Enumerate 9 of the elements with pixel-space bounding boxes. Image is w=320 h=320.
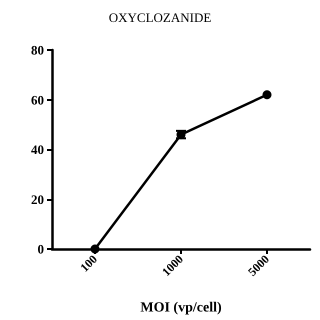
x-tick-label: 100	[77, 252, 100, 275]
chart-title: OXYCLOZANIDE	[108, 10, 212, 25]
y-tick-label: 80	[31, 42, 44, 58]
x-axis-title: MOI (vp/cell)	[140, 300, 222, 316]
y-tick-label: 60	[31, 92, 44, 108]
y-tick-label: 40	[31, 142, 44, 157]
y-tick-label: 0	[38, 242, 44, 256]
y-tick-label: 20	[31, 192, 44, 207]
point	[262, 90, 272, 100]
